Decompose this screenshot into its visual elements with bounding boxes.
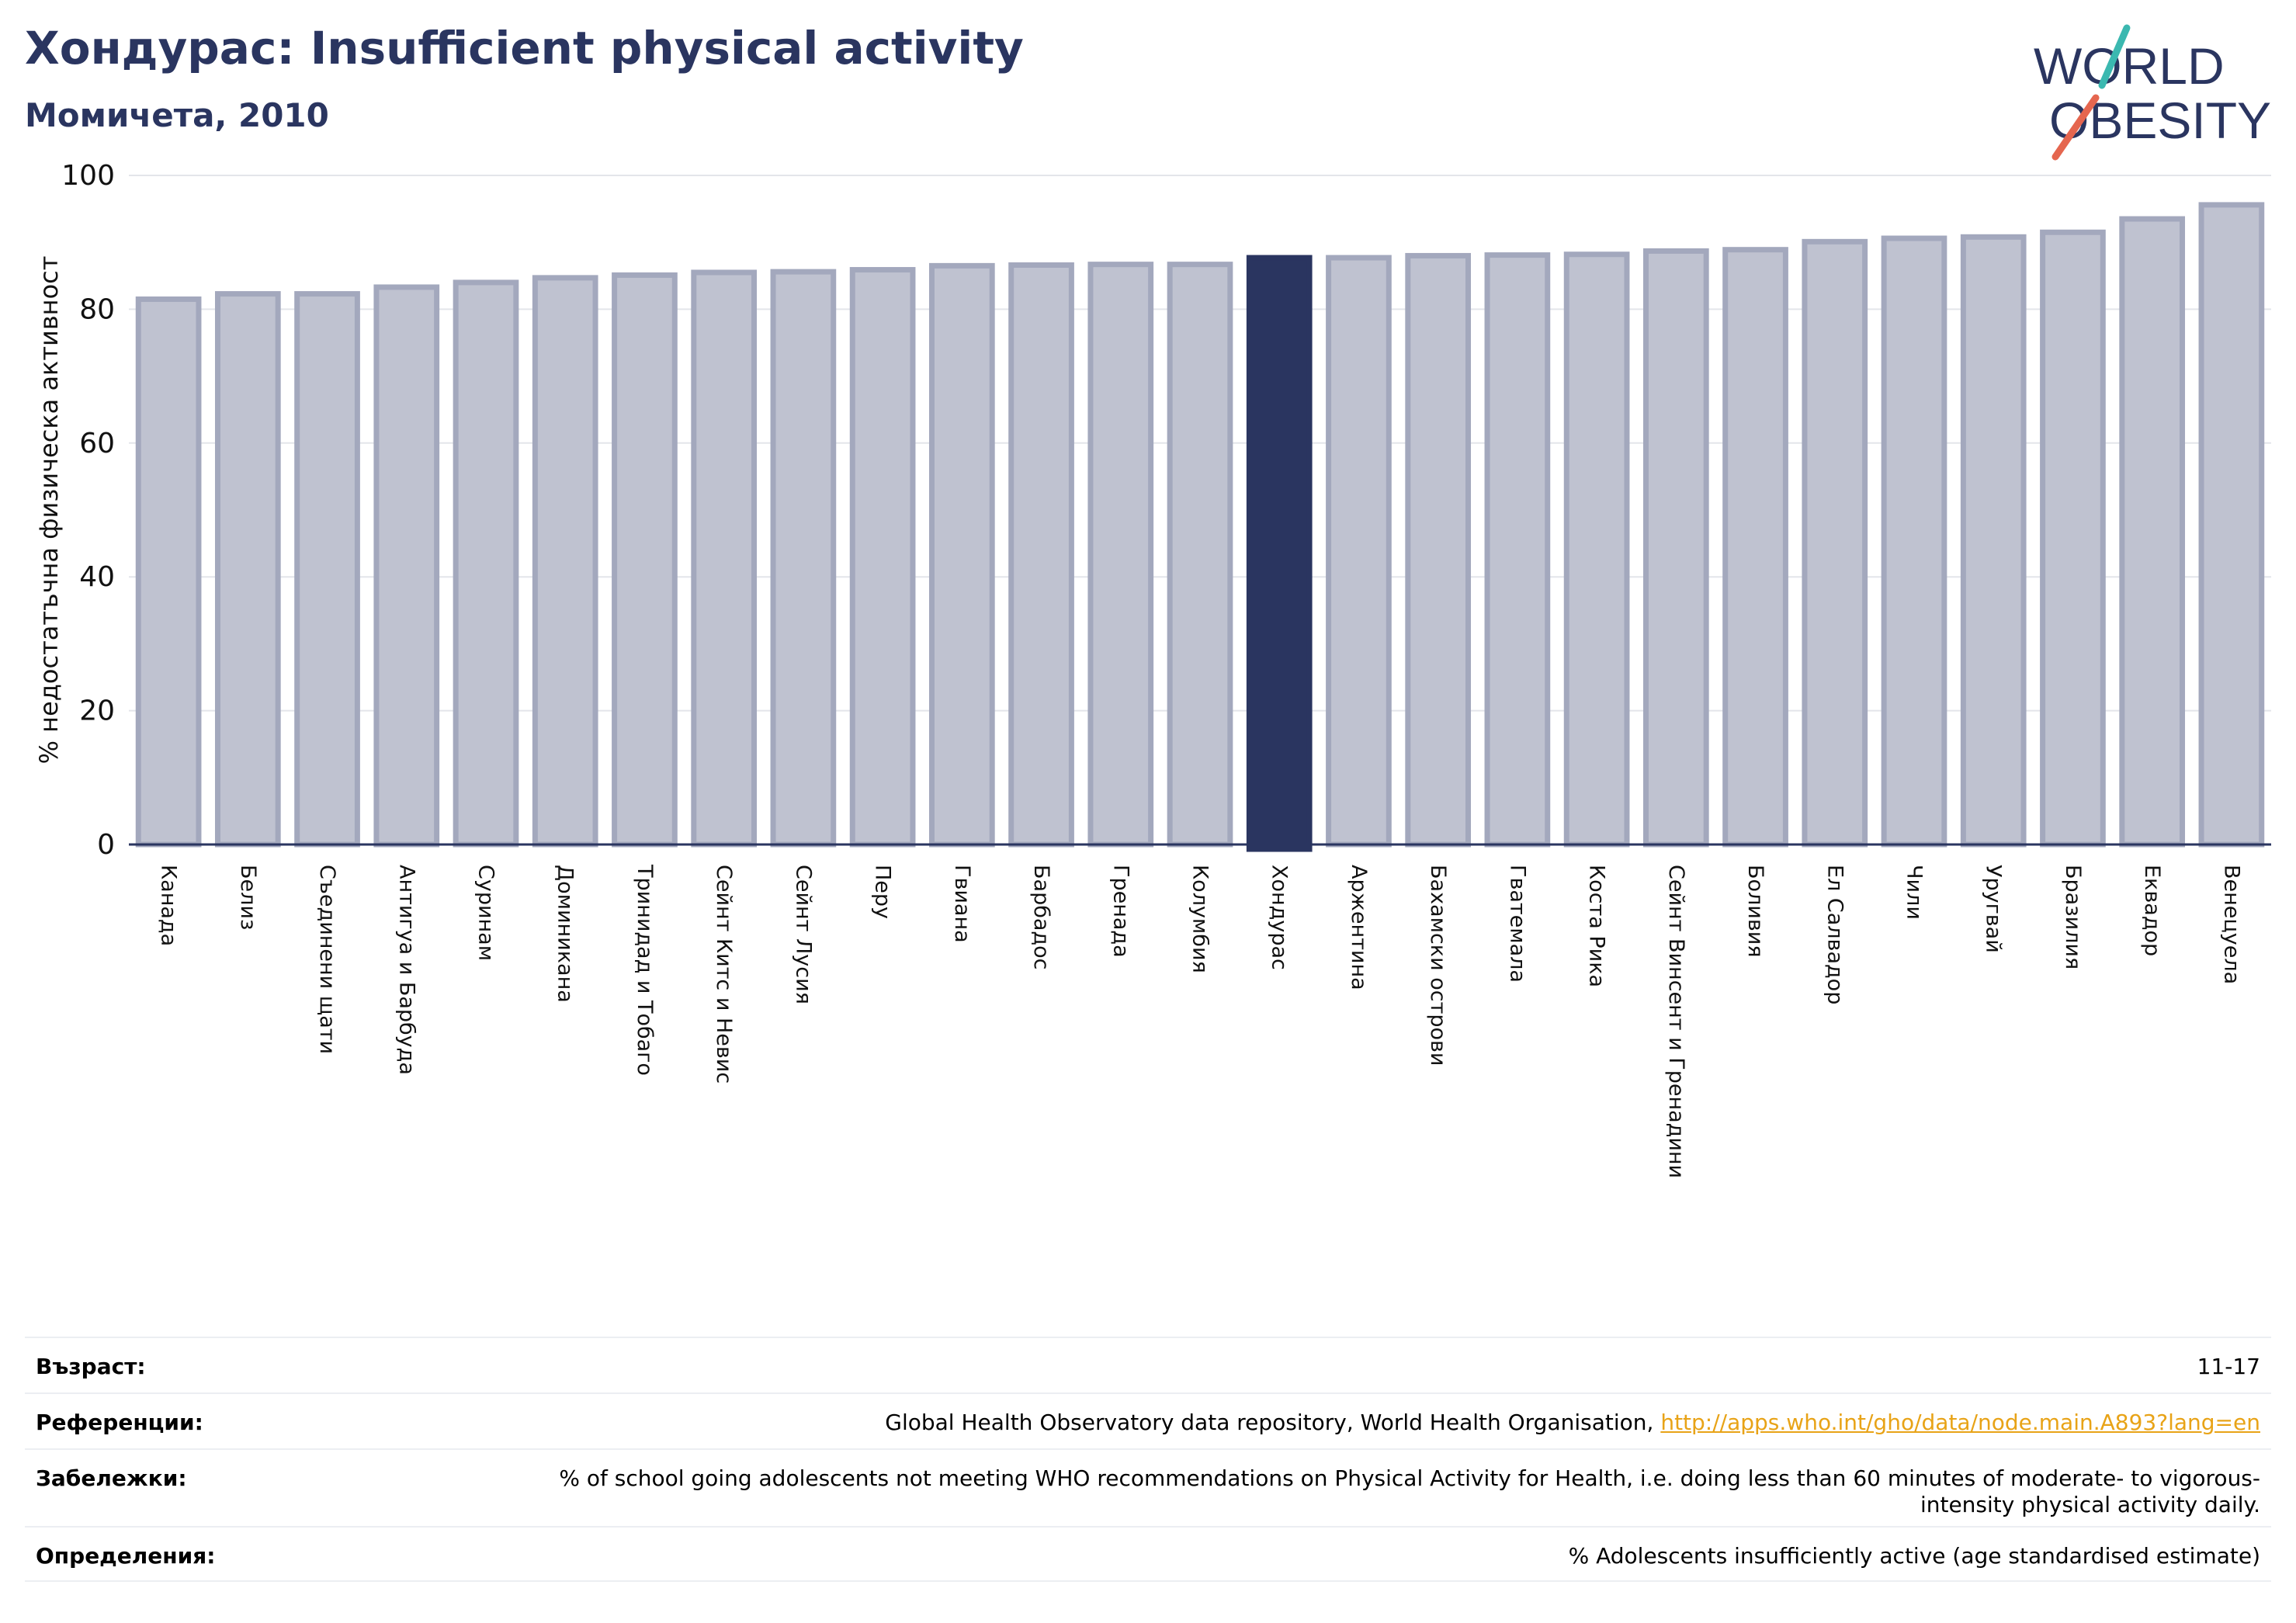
x-tick-label: Антигуа и Барбуда (394, 865, 418, 1075)
bar (1167, 262, 1233, 848)
bar (1960, 234, 2027, 848)
x-tick-label: Бахамски острови (1426, 865, 1450, 1066)
bar (1087, 262, 1154, 848)
references-link[interactable]: http://apps.who.int/gho/data/node.main.A… (1660, 1410, 2260, 1435)
bar (1484, 252, 1551, 848)
y-tick-label: 100 (61, 160, 115, 192)
bar (928, 262, 995, 848)
bar (1642, 248, 1709, 848)
logo-text-world: WORLD (2034, 37, 2225, 95)
footer-row-notes: Забележки: % of school going adolescents… (25, 1448, 2271, 1526)
bar (135, 296, 202, 848)
y-tick-label: 80 (79, 293, 115, 325)
references-label: Референции: (36, 1410, 203, 1435)
x-tick-label: Венецуела (2219, 865, 2243, 984)
references-text: Global Health Observatory data repositor… (885, 1410, 1661, 1435)
x-tick-label: Сейнт Китс и Невис (712, 865, 736, 1084)
notes-label: Забележки: (36, 1465, 187, 1491)
bar (294, 291, 360, 848)
bar (1881, 235, 1947, 848)
x-tick-label: Гренада (1108, 865, 1132, 958)
x-tick-label: Белиз (236, 865, 260, 930)
bar (1722, 247, 1788, 848)
bar (1246, 255, 1313, 852)
bar (2119, 216, 2186, 848)
bar (1405, 252, 1472, 848)
notes-value: % of school going adolescents not meetin… (559, 1465, 2260, 1517)
x-tick-label: Хондурас (1268, 865, 1292, 970)
x-tick-label: Бразилия (2061, 865, 2085, 969)
x-tick-label: Суринам (474, 865, 498, 961)
bar (612, 272, 678, 848)
bar (1802, 238, 1868, 848)
bar (2198, 202, 2265, 848)
y-axis-label: % недостатъчна физическа активност (34, 256, 64, 765)
chart-footer: Възраст: 11-17 Референции: Global Health… (25, 1337, 2271, 1582)
age-label: Възраст: (36, 1354, 146, 1379)
x-tick-label: Коста Рика (1585, 865, 1609, 987)
bar (691, 269, 758, 848)
logo-slash-coral (2051, 94, 2100, 161)
chart-subtitle: Момичета, 2010 (25, 96, 329, 134)
x-tick-label: Боливия (1743, 865, 1767, 958)
x-tick-label: Уругвай (1982, 865, 2006, 953)
bar (1563, 251, 1630, 848)
logo-text-obesity: OBESITY (2049, 92, 2271, 149)
footer-row-references: Референции: Global Health Observatory da… (25, 1392, 2271, 1448)
bar (373, 284, 440, 848)
footer-row-age: Възраст: 11-17 (25, 1337, 2271, 1392)
x-tick-label: Гвиана (950, 865, 974, 943)
y-tick-label: 20 (79, 695, 115, 727)
x-tick-label: Гватемала (1505, 865, 1529, 983)
references-value: Global Health Observatory data repositor… (885, 1410, 2260, 1436)
y-tick-label: 0 (97, 829, 115, 861)
x-tick-label: Ел Салвадор (1823, 865, 1847, 1004)
bar-chart: 0 20 40 60 80 100 % недостатъчна физическа акт… (34, 160, 2271, 1178)
x-tick-label: Чили (1902, 865, 1927, 920)
bar (2040, 229, 2106, 848)
age-value: 11-17 (2197, 1354, 2260, 1379)
bar (532, 275, 598, 848)
x-tick-label: Сейнт Лусия (791, 865, 815, 1004)
bar (1008, 262, 1074, 848)
bar (453, 279, 519, 848)
bar (849, 267, 916, 848)
world-obesity-logo: WORLD OBESITY (2034, 24, 2271, 161)
x-tick-label: Канада (157, 865, 181, 946)
chart-title: Хондурас: Insufficient physical activity (25, 22, 1024, 75)
x-tick-label: Аржентина (1347, 865, 1371, 990)
x-tick-label: Доминикана (553, 865, 577, 1003)
x-tick-label: Съединени щати (315, 865, 339, 1054)
x-tick-label: Перу (871, 865, 895, 919)
x-tick-label: Барбадос (1029, 865, 1053, 969)
bar (770, 269, 837, 848)
definitions-label: Определения: (36, 1543, 216, 1569)
x-tick-label: Колумбия (1188, 865, 1212, 973)
definitions-value: % Adolescents insufficiently active (age… (1568, 1543, 2260, 1569)
x-tick-label: Тринидад и Тобаго (633, 864, 657, 1076)
footer-row-definitions: Определения: % Adolescents insufficientl… (25, 1526, 2271, 1582)
y-tick-label: 40 (79, 561, 115, 593)
logo-slash-teal (2098, 24, 2131, 89)
bar (214, 291, 281, 848)
bar (1326, 255, 1392, 848)
x-tick-label: Еквадор (2140, 865, 2164, 956)
x-tick-label: Сейнт Винсент и Гренадини (1664, 865, 1688, 1178)
y-tick-label: 60 (79, 428, 115, 460)
